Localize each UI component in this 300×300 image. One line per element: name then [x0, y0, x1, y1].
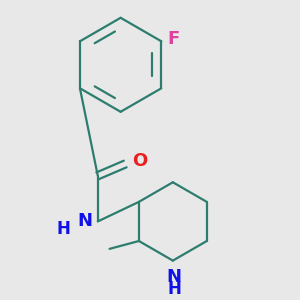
Text: H: H [56, 220, 70, 238]
Text: F: F [168, 30, 180, 48]
Text: N: N [167, 268, 182, 286]
Text: N: N [78, 212, 93, 230]
Text: H: H [167, 280, 181, 298]
Text: O: O [132, 152, 147, 170]
